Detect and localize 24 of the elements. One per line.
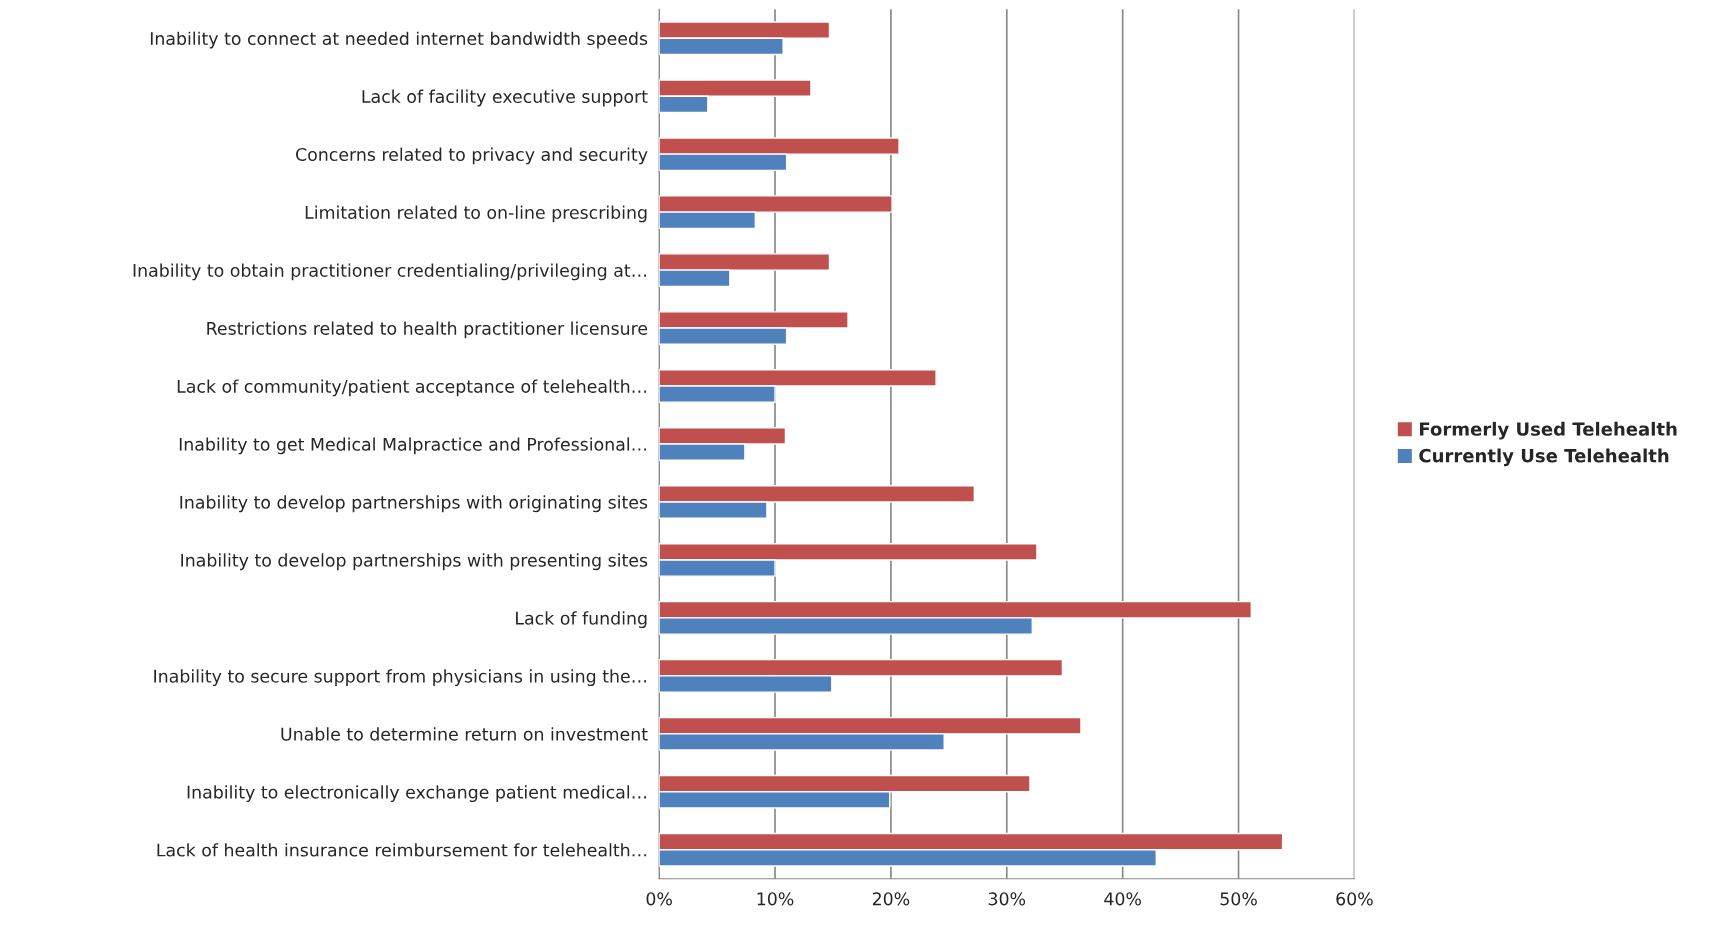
y-tick-label: Unable to determine return on investment — [281, 727, 648, 741]
y-tick-label: Lack of funding — [516, 611, 647, 629]
x-tick-label: 50% — [1220, 892, 1257, 906]
legend-label: Formerly Used Telehealth — [1420, 421, 1677, 440]
y-tick-label: Inability to get Medical Malpractice and Professional… — [179, 437, 647, 455]
x-tick-label: 30% — [988, 892, 1026, 906]
y-tick-label: Inability to develop partnerships with originating sites — [180, 495, 648, 513]
x-tick-label: 40% — [1104, 892, 1141, 906]
y-tick-label: Lack of community/patient acceptance of telehealth… — [177, 379, 647, 397]
y-tick-label: Inability to connect at needed internet bandwidth speeds — [150, 31, 648, 49]
y-tick-label: Inability to obtain practitioner credentialing/privileging at… — [133, 263, 647, 281]
y-tick-label: Limitation related to on-line prescribing — [305, 205, 647, 223]
x-tick-label: 20% — [872, 892, 910, 906]
y-tick-label: Inability to develop partnerships with presenting sites — [181, 553, 648, 571]
x-tick-label: 60% — [1336, 892, 1373, 906]
y-tick-label: Inability to secure support from physicians in using the… — [154, 669, 647, 687]
x-tick-label: 10% — [757, 892, 794, 906]
y-tick-label: Inability to electronically exchange patient medical… — [187, 785, 647, 803]
y-tick-label: Concerns related to privacy and security — [296, 147, 648, 165]
y-tick-label: Lack of health insurance reimbursement for telehealth… — [157, 843, 647, 857]
y-tick-label: Restrictions related to health practitioner licensure — [207, 321, 648, 339]
x-tick-label: 0% — [646, 892, 672, 906]
y-tick-label: Lack of facility executive support — [362, 89, 648, 107]
legend-label: Currently Use Telehealth — [1419, 448, 1669, 467]
